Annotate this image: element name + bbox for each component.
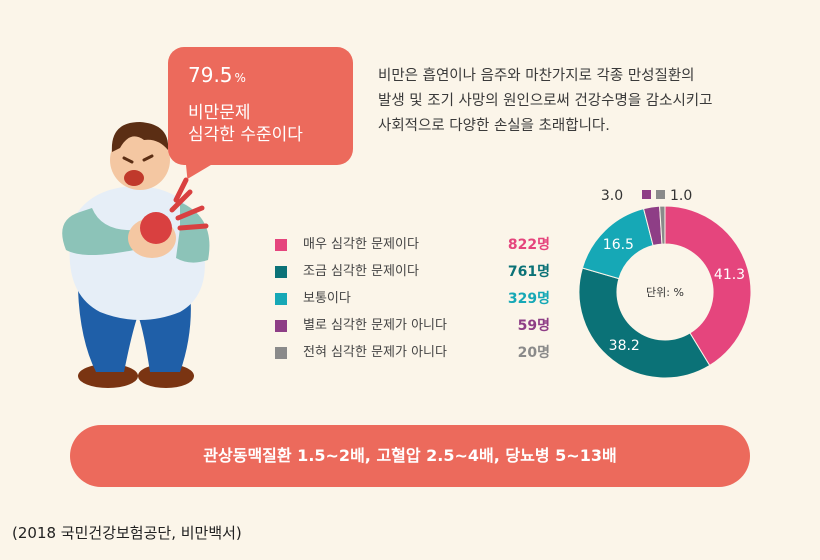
pain-lines-icon (169, 177, 209, 231)
donut-center-label: 단위: % (646, 286, 684, 299)
speech-bubble: 79.5% 비만문제 심각한 수준이다 (168, 47, 353, 165)
description-line1: 비만은 흡연이나 음주와 마찬가지로 각종 만성질환의 (378, 68, 695, 84)
legend-item: 별로 심각한 문제가 아니다 59명 (275, 315, 550, 342)
bubble-line1: 비만문제 (188, 103, 251, 123)
legend-label: 조금 심각한 문제이다 (303, 264, 419, 279)
donut-slice (664, 205, 752, 367)
legend-label: 전혀 심각한 문제가 아니다 (303, 345, 447, 360)
arm-left (62, 208, 136, 255)
eyes (122, 154, 154, 164)
slice-callout-marker (656, 190, 665, 199)
chart-legend: 매우 심각한 문제이다 822명 조금 심각한 문제이다 761명 보통이다 3… (275, 234, 550, 369)
legend-item: 보통이다 329명 (275, 288, 550, 315)
source-note: (2018 국민건강보험공단, 비만백서) (12, 524, 242, 542)
legend-item: 매우 심각한 문제이다 822명 (275, 234, 550, 261)
legend-count: 20명 (517, 345, 550, 361)
legend-swatch (275, 347, 287, 359)
slice-value-label: 38.2 (609, 338, 640, 354)
slice-value-label: 41.3 (714, 267, 745, 283)
slice-callout-marker (642, 190, 651, 199)
description: 비만은 흡연이나 음주와 마찬가지로 각종 만성질환의 발생 및 조기 사망의 … (378, 64, 798, 139)
legend-label: 매우 심각한 문제이다 (303, 237, 419, 252)
legend-swatch (275, 239, 287, 251)
legend-item: 조금 심각한 문제이다 761명 (275, 261, 550, 288)
legend-swatch (275, 266, 287, 278)
slice-value-label: 3.0 (601, 188, 623, 204)
heart-pain-icon (140, 212, 172, 244)
description-line2: 발생 및 조기 사망의 원인으로써 건강수명을 감소시키고 (378, 93, 713, 109)
slice-value-label: 1.0 (670, 188, 692, 204)
legend-label: 보통이다 (303, 291, 351, 306)
risk-banner: 관상동맥질환 1.5~2배, 고혈압 2.5~4배, 당뇨병 5~13배 (70, 425, 750, 487)
slice-value-label: 16.5 (603, 237, 634, 253)
legend-swatch (275, 293, 287, 305)
legend-count: 329명 (507, 291, 550, 307)
bubble-percent: 79.5% (188, 63, 246, 87)
man-illustration (62, 122, 210, 388)
legend-count: 822명 (507, 237, 550, 253)
legend-count: 59명 (517, 318, 550, 334)
legend-count: 761명 (507, 264, 550, 280)
open-mouth (124, 170, 144, 186)
bubble-line2: 심각한 수준이다 (188, 125, 303, 145)
description-line3: 사회적으로 다양한 손실을 초래합니다. (378, 118, 610, 134)
legend-swatch (275, 320, 287, 332)
donut-slice (659, 205, 666, 245)
hair (111, 122, 169, 152)
legend-item: 전혀 심각한 문제가 아니다 20명 (275, 342, 550, 369)
legend-label: 별로 심각한 문제가 아니다 (303, 318, 447, 333)
donut-slice (578, 267, 711, 379)
